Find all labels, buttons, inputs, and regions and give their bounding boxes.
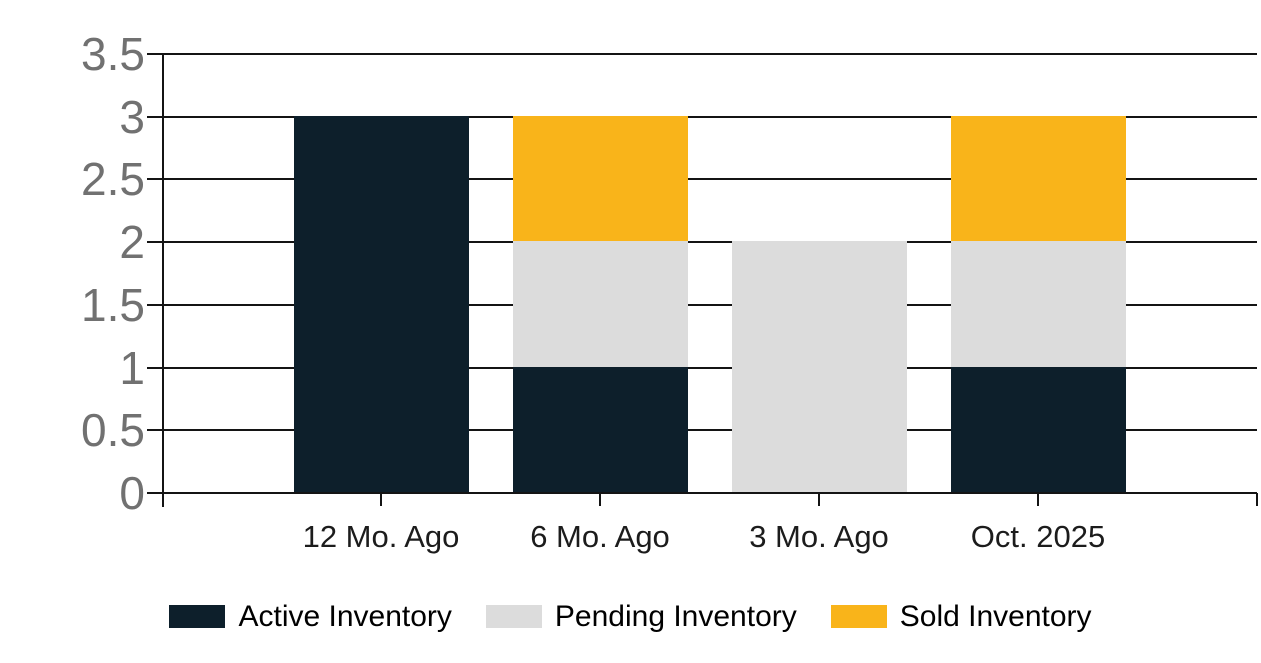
legend-label-pending-inventory: Pending Inventory bbox=[554, 599, 797, 633]
gridline bbox=[147, 492, 1257, 494]
gridline bbox=[147, 303, 1257, 306]
y-tick-label: 3 bbox=[119, 90, 145, 143]
legend: Active Inventory Pending Inventory Sold … bbox=[0, 598, 1261, 634]
pending-inventory-swatch-icon bbox=[485, 604, 542, 628]
bar-segment-pending-inventory bbox=[512, 241, 688, 367]
x-tick-label: 3 Mo. Ago bbox=[749, 519, 889, 554]
x-axis-tick bbox=[380, 493, 382, 506]
y-axis-line bbox=[162, 54, 164, 507]
y-tick-label: 1.5 bbox=[81, 278, 145, 331]
y-tick-label: 3.5 bbox=[81, 28, 145, 80]
gridline bbox=[147, 429, 1257, 432]
bar-segment-pending-inventory bbox=[731, 241, 907, 492]
y-tick-label: 2 bbox=[119, 216, 145, 269]
x-axis-tick bbox=[818, 493, 820, 506]
x-tick-label: 12 Mo. Ago bbox=[302, 519, 460, 554]
gridline bbox=[147, 53, 1257, 55]
gridline bbox=[147, 241, 1257, 244]
x-axis-end-tick bbox=[1256, 493, 1258, 506]
y-tick-label: 2.5 bbox=[81, 153, 145, 206]
legend-item-active-inventory: Active Inventory bbox=[169, 599, 452, 633]
bar-segment-sold-inventory bbox=[512, 115, 688, 242]
bar-stack-3-mo-ago bbox=[731, 241, 907, 492]
sold-inventory-swatch-icon bbox=[830, 604, 887, 628]
bar-segment-active-inventory bbox=[293, 115, 469, 492]
x-tick-label: Oct. 2025 bbox=[970, 519, 1106, 554]
legend-item-pending-inventory: Pending Inventory bbox=[485, 599, 797, 633]
gridline bbox=[147, 115, 1257, 118]
gridline bbox=[147, 178, 1257, 181]
legend-item-sold-inventory: Sold Inventory bbox=[830, 599, 1092, 633]
bar-stack-6-mo-ago bbox=[512, 115, 688, 492]
bar-segment-active-inventory bbox=[950, 366, 1126, 492]
bar-stack-oct-2025 bbox=[950, 115, 1126, 492]
x-tick-label: 6 Mo. Ago bbox=[530, 519, 670, 554]
legend-label-active-inventory: Active Inventory bbox=[238, 599, 452, 633]
active-inventory-swatch-icon bbox=[169, 604, 226, 628]
x-axis-labels: 12 Mo. Ago 6 Mo. Ago 3 Mo. Ago Oct. 2025 bbox=[162, 520, 1257, 558]
plot-area: 0 0.5 1 1.5 2 2.5 3 3.5 bbox=[81, 31, 1258, 516]
bar-segment-sold-inventory bbox=[950, 115, 1126, 242]
y-tick-label: 0 bbox=[119, 467, 145, 519]
y-tick-label: 1 bbox=[119, 341, 145, 394]
x-axis-tick bbox=[599, 493, 601, 506]
bar-segment-pending-inventory bbox=[950, 241, 1126, 367]
y-tick-label: 0.5 bbox=[81, 404, 145, 457]
bar-segment-active-inventory bbox=[512, 366, 688, 492]
legend-label-sold-inventory: Sold Inventory bbox=[899, 599, 1092, 633]
bar-stack-12-mo-ago bbox=[293, 115, 469, 492]
x-axis-tick bbox=[1037, 493, 1039, 506]
gridline bbox=[147, 366, 1257, 369]
